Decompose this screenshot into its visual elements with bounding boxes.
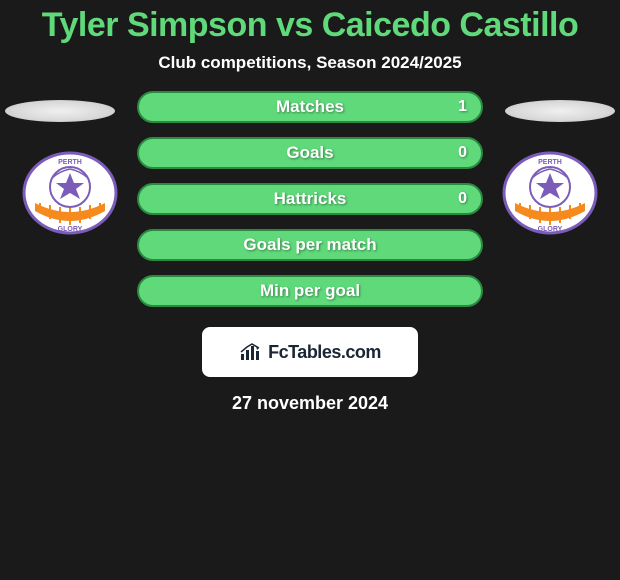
stat-value: 0 [458, 190, 467, 208]
club-logo-left: PERTH GLORY [20, 151, 120, 236]
content-area: PERTH GLORY PERTH GLORY [0, 91, 620, 414]
stat-row-matches: Matches 1 [137, 91, 483, 123]
stat-label: Goals per match [139, 235, 481, 255]
svg-text:GLORY: GLORY [538, 226, 563, 233]
stat-row-goals-per-match: Goals per match [137, 229, 483, 261]
svg-text:GLORY: GLORY [58, 226, 83, 233]
stat-label: Min per goal [139, 281, 481, 301]
page-title: Tyler Simpson vs Caicedo Castillo [0, 0, 620, 53]
stat-label: Hattricks [139, 189, 481, 209]
club-logo-right: PERTH GLORY [500, 151, 600, 236]
player-avatar-left [5, 100, 115, 122]
player-avatar-right [505, 100, 615, 122]
stat-value: 1 [458, 98, 467, 116]
date-text: 27 november 2024 [0, 393, 620, 414]
stat-value: 0 [458, 144, 467, 162]
stat-row-hattricks: Hattricks 0 [137, 183, 483, 215]
stat-label: Goals [139, 143, 481, 163]
stat-row-min-per-goal: Min per goal [137, 275, 483, 307]
chart-bar-icon [239, 340, 263, 364]
brand-text: FcTables.com [268, 342, 381, 363]
page-subtitle: Club competitions, Season 2024/2025 [0, 53, 620, 91]
svg-text:PERTH: PERTH [58, 159, 82, 166]
stats-list: Matches 1 Goals 0 Hattricks 0 Goals per … [137, 91, 483, 307]
brand-box: FcTables.com [202, 327, 418, 377]
svg-text:PERTH: PERTH [538, 159, 562, 166]
stat-label: Matches [139, 97, 481, 117]
stat-row-goals: Goals 0 [137, 137, 483, 169]
